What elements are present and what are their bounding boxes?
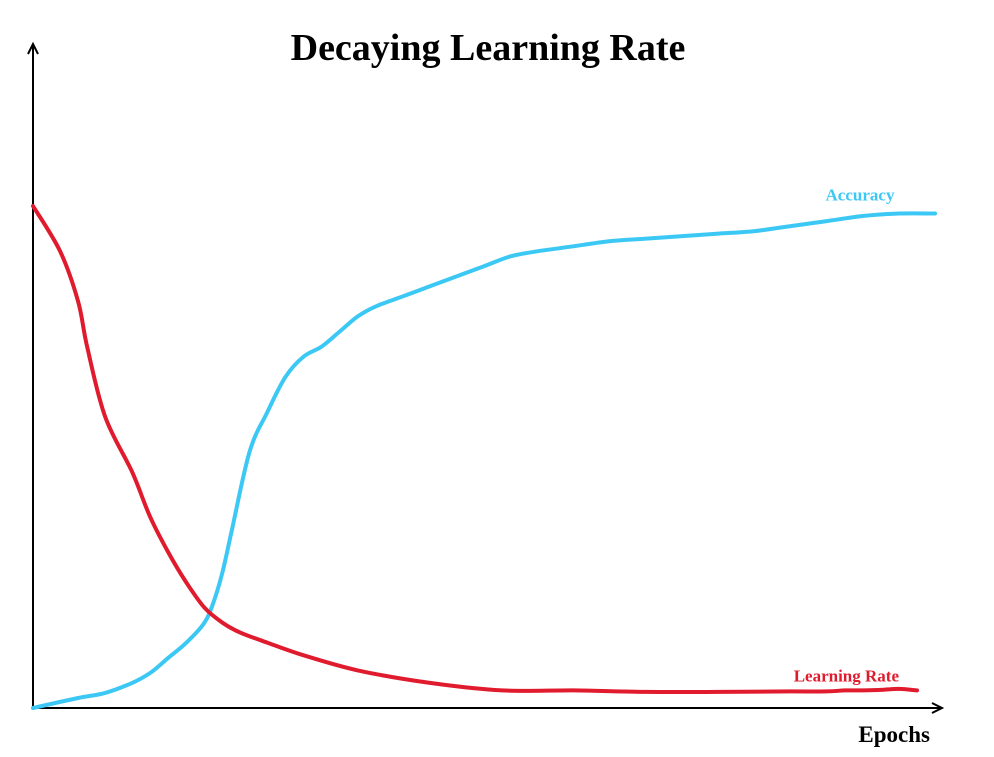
x-axis-label: Epochs — [858, 722, 930, 747]
series-layer: Accuracy Learning Rate — [31, 186, 937, 710]
chart-title: Decaying Learning Rate — [291, 27, 686, 69]
series-label-accuracy: Accuracy — [826, 186, 895, 205]
series-line-accuracy — [31, 211, 937, 710]
series-line-learning-rate — [31, 204, 919, 695]
series-label-learning-rate: Learning Rate — [794, 666, 900, 685]
x-axis-arrowhead — [931, 702, 945, 714]
y-axis-arrowhead — [27, 41, 39, 55]
